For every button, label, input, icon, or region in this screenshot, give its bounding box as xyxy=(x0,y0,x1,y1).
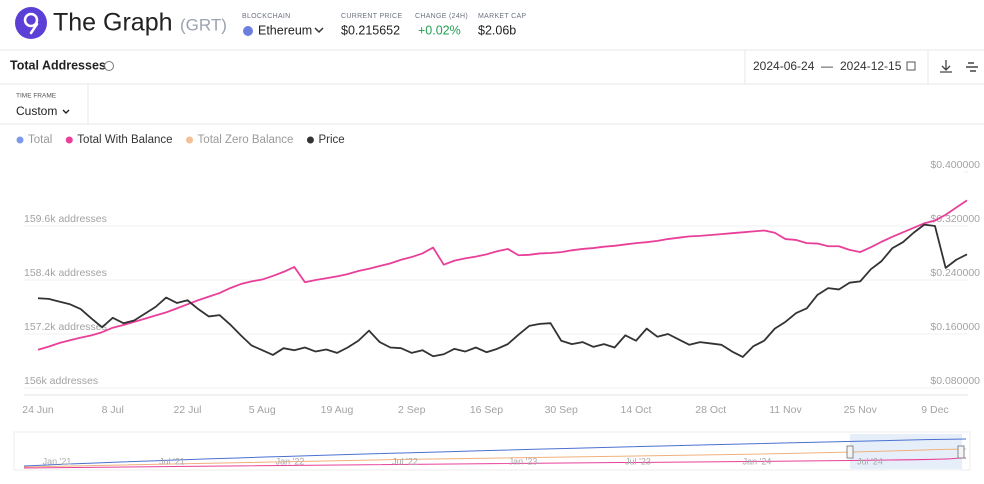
x-tick-label: 16 Sep xyxy=(470,404,503,416)
chart: Total Total With Balance Total Zero Balanc… xyxy=(16,134,980,466)
download-icon[interactable] xyxy=(940,60,952,73)
navigator-handle[interactable] xyxy=(846,445,854,459)
dropdown-icon[interactable] xyxy=(62,109,70,114)
date-to[interactable]: 2024-12-15 xyxy=(840,59,902,73)
x-tick-label: 28 Oct xyxy=(695,404,726,416)
legend-label[interactable]: Total xyxy=(28,134,52,146)
navigator-label: Jul '23 xyxy=(625,456,651,466)
navigator-label: Jul '22 xyxy=(392,456,418,466)
stat-value[interactable]: Ethereum xyxy=(258,23,312,37)
x-tick-label: 25 Nov xyxy=(844,404,878,416)
navigator-label: Jan '23 xyxy=(509,456,538,466)
x-tick-label: 24 Jun xyxy=(22,404,54,416)
x-tick-label: 2 Sep xyxy=(398,404,426,416)
legend-marker[interactable] xyxy=(16,136,24,144)
y-tick-label: 158.4k addresses xyxy=(24,267,107,279)
y2-tick-label: $0.080000 xyxy=(930,375,980,387)
logo-glyph xyxy=(29,22,39,35)
stat-label: MARKET CAP xyxy=(478,13,526,20)
navigator-label: Jan '24 xyxy=(743,456,772,466)
stat-value: +0.02% xyxy=(418,23,461,37)
legend-marker[interactable] xyxy=(306,136,314,144)
y2-tick-label: $0.400000 xyxy=(930,159,980,171)
y2-tick-label: $0.160000 xyxy=(930,321,980,333)
legend-label[interactable]: Total With Balance xyxy=(77,134,172,146)
asset-name: The Graph xyxy=(53,9,173,37)
stat-label: BLOCKCHAIN xyxy=(242,13,291,20)
series-line xyxy=(37,199,968,351)
x-tick-label: 9 Dec xyxy=(921,404,948,416)
legend-marker[interactable] xyxy=(65,136,73,144)
y-tick-label: 159.6k addresses xyxy=(24,213,107,225)
navigator-handle[interactable] xyxy=(957,445,965,459)
x-tick-label: 14 Oct xyxy=(621,404,652,416)
link-icon[interactable] xyxy=(966,62,978,72)
timeframe-label: TIME FRAME xyxy=(16,93,57,100)
navigator-label: Jan '21 xyxy=(43,456,72,466)
timeframe-select[interactable]: Custom xyxy=(16,104,57,118)
y-tick-label: 156k addresses xyxy=(24,375,98,387)
x-tick-label: 8 Jul xyxy=(102,404,124,416)
navigator-line xyxy=(23,457,967,469)
series-line xyxy=(37,223,968,358)
logo xyxy=(15,7,47,39)
y-tick-label: 157.2k addresses xyxy=(24,321,107,333)
legend-label[interactable]: Price xyxy=(318,134,344,146)
logo-glyph xyxy=(23,12,39,28)
legend-label[interactable]: Total Zero Balance xyxy=(198,134,294,146)
y2-tick-label: $0.240000 xyxy=(930,267,980,279)
stat-label: CHANGE (24H) xyxy=(415,13,468,20)
x-tick-label: 30 Sep xyxy=(545,404,578,416)
navigator-line xyxy=(23,438,967,467)
stat-label: CURRENT PRICE xyxy=(341,13,402,20)
info-icon[interactable] xyxy=(104,61,114,71)
calendar-icon[interactable] xyxy=(906,61,916,71)
legend-marker[interactable] xyxy=(186,136,194,144)
chain-icon xyxy=(243,26,253,36)
x-tick-label: 11 Nov xyxy=(769,404,802,416)
x-tick-label: 5 Aug xyxy=(249,404,276,416)
dropdown-icon[interactable] xyxy=(314,27,324,34)
date-from[interactable]: 2024-06-24 xyxy=(753,59,815,73)
navigator[interactable] xyxy=(13,431,971,471)
stat-value: $2.06b xyxy=(478,23,516,37)
navigator-label: Jul '24 xyxy=(857,456,883,466)
stat-value: $0.215652 xyxy=(341,23,400,37)
navigator-label: Jan '22 xyxy=(276,456,305,466)
asset-ticker: (GRT) xyxy=(180,15,227,34)
section-title: Total Addresses xyxy=(10,58,106,72)
navigator-label: Jul '21 xyxy=(159,456,185,466)
date-separator: — xyxy=(821,59,833,73)
x-tick-label: 19 Aug xyxy=(321,404,354,416)
x-tick-label: 22 Jul xyxy=(173,404,201,416)
